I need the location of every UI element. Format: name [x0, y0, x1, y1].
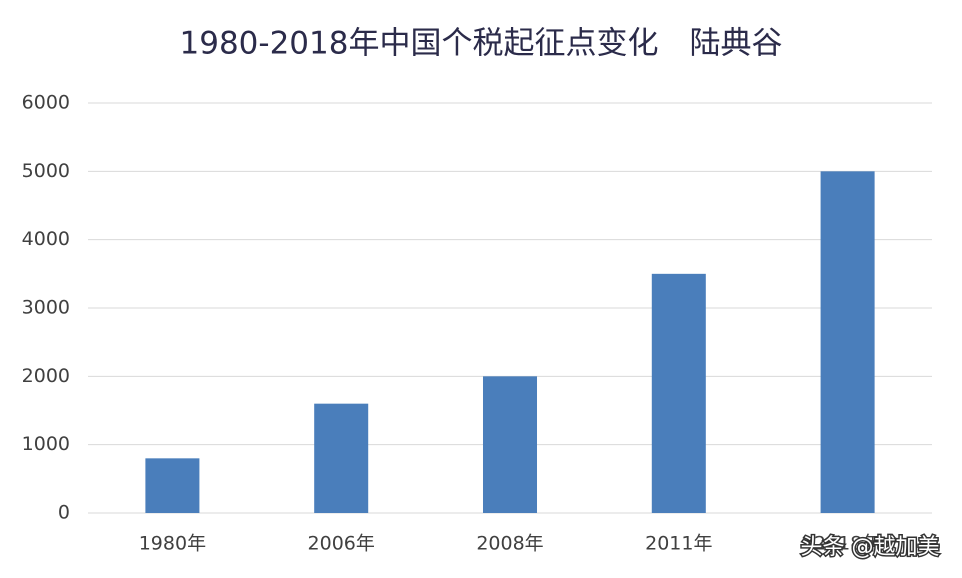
chart-title: 1980-2018年中国个税起征点变化 陆典谷: [180, 26, 783, 62]
x-tick-label: 2018年: [814, 533, 881, 555]
bar: [651, 273, 706, 513]
x-tick-label: 2008年: [476, 533, 543, 555]
y-tick-label: 6000: [22, 92, 70, 114]
y-tick-label: 4000: [22, 228, 70, 250]
x-tick-label: 1980年: [139, 533, 206, 555]
x-tick-label: 2006年: [308, 533, 375, 555]
bar: [314, 403, 369, 513]
y-tick-label: 5000: [22, 160, 70, 182]
y-tick-label: 3000: [22, 297, 70, 319]
bar: [820, 171, 875, 514]
bar: [145, 458, 200, 513]
bar: [482, 376, 538, 513]
y-tick-label: 2000: [22, 365, 70, 387]
watermark: 头条 @越加美: [801, 535, 940, 560]
y-tick-label: 0: [58, 502, 70, 524]
x-tick-label: 2011年: [645, 533, 712, 555]
y-tick-label: 1000: [22, 433, 70, 455]
